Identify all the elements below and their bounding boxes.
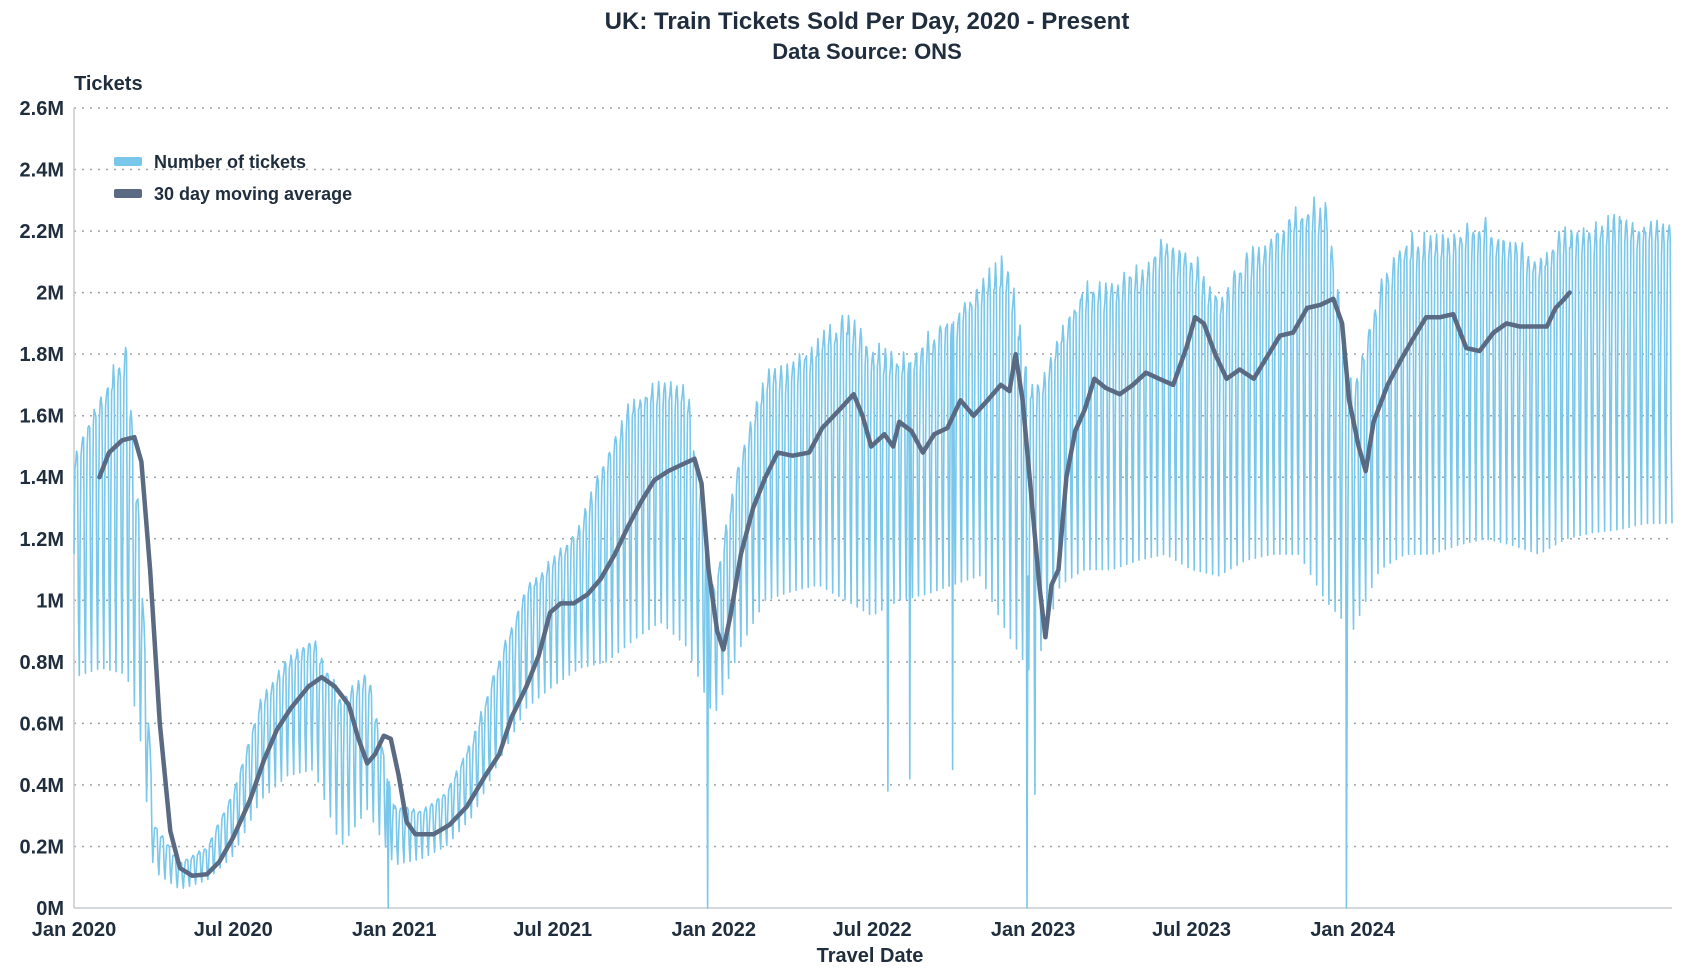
- y-tick-label: 1.8M: [20, 344, 64, 366]
- x-tick-label: Jan 2021: [352, 919, 437, 941]
- x-tick-label: Jul 2020: [194, 919, 273, 941]
- x-tick-label: Jul 2023: [1152, 919, 1231, 941]
- x-tick-label: Jan 2020: [32, 919, 117, 941]
- y-tick-label: 1.4M: [20, 467, 64, 489]
- legend-label-30-day-moving-average: 30 day moving average: [154, 184, 352, 204]
- x-tick-label: Jan 2024: [1310, 919, 1395, 941]
- chart-subtitle: Data Source: ONS: [772, 39, 962, 64]
- y-tick-label: 1.6M: [20, 406, 64, 428]
- y-tick-labels: 0M 0.2M 0.4M 0.6M 0.8M 1M 1.2M 1.4M 1.6M 1.8M 2M 2.…: [20, 98, 64, 920]
- y-tick-label: 0.2M: [20, 836, 64, 858]
- chart-title: UK: Train Tickets Sold Per Day, 2020 - P…: [605, 8, 1130, 35]
- y-tick-label: 0.4M: [20, 775, 64, 797]
- y-tick-label: 1.2M: [20, 529, 64, 551]
- x-tick-label: Jan 2022: [671, 919, 756, 941]
- legend-label-number-of-tickets: Number of tickets: [154, 152, 306, 172]
- series-number-of-tickets-line: [73, 196, 1673, 909]
- y-tick-label: 0.6M: [20, 713, 64, 735]
- y-tick-label: 2.2M: [20, 221, 64, 243]
- y-tick-label: 2M: [36, 283, 64, 305]
- y-axis-label: Tickets: [74, 73, 143, 95]
- y-tick-label: 0.8M: [20, 652, 64, 674]
- x-tick-label: Jul 2021: [513, 919, 592, 941]
- legend-swatch-30-day-moving-average: [114, 189, 142, 198]
- x-tick-label: Jan 2023: [991, 919, 1076, 941]
- series-30-day-moving-average-line: [97, 290, 1572, 878]
- y-tick-label: 0M: [36, 898, 64, 920]
- y-tick-label: 2.4M: [20, 160, 64, 182]
- y-tick-label: 2.6M: [20, 98, 64, 120]
- x-tick-labels: Jan 2020 Jul 2020 Jan 2021 Jul 2021 Jan 2022…: [32, 919, 1396, 941]
- x-axis-label: Travel Date: [817, 945, 924, 967]
- legend: Number of tickets 30 day moving average: [114, 152, 352, 204]
- y-tick-label: 1M: [36, 590, 64, 612]
- x-tick-label: Jul 2022: [833, 919, 912, 941]
- legend-swatch-number-of-tickets: [114, 157, 142, 166]
